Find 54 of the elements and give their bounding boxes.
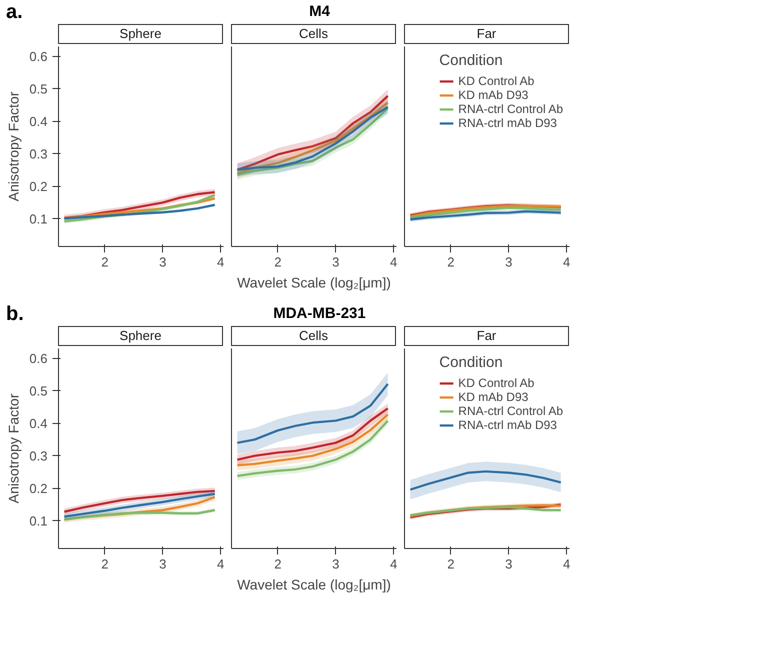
text: MDA-MB-231 [273,304,366,324]
legend-label: RNA-ctrl mAb D93 [458,116,557,130]
legend-title: Condition [439,52,504,69]
x-tick-label: 4 [562,556,570,572]
x-axis-title: Wavelet Scale (log₂[μm]) [237,274,391,290]
text: M4 [309,2,330,22]
chart-title: Sphere [120,25,162,43]
x-tick-label: 3 [159,254,166,270]
chart-title: Far [476,25,496,43]
y-tick-label: 0.1 [29,513,48,528]
y-axis-title: Anisotropy Factor [5,91,22,202]
chart-title: Far [476,327,496,345]
chart-title: Sphere [120,327,162,345]
x-tick-label: 2 [274,556,282,572]
x-tick-label: 2 [447,556,454,572]
x-tick-label: 4 [390,556,398,572]
y-tick-label: 0.2 [29,178,48,194]
text: b. [6,302,24,326]
chart-title: Cells [299,327,328,345]
x-tick-label: 2 [101,254,108,270]
y-tick-label: 0.3 [29,448,48,464]
y-tick-label: 0.2 [29,480,48,496]
x-tick-label: 3 [332,556,340,572]
x-tick-label: 4 [216,556,224,572]
y-tick-label: 0.5 [29,81,48,96]
x-tick-label: 4 [390,254,398,270]
y-axis-title: Anisotropy Factor [5,393,22,504]
x-tick-label: 4 [562,254,570,270]
legend-label: RNA-ctrl Control Ab [458,102,563,116]
x-tick-label: 3 [505,556,512,572]
x-axis-title: Wavelet Scale (log₂[μm]) [237,576,391,592]
legend-title: Condition [439,354,504,371]
x-tick-label: 3 [159,556,166,572]
y-tick-label: 0.5 [29,383,48,398]
y-tick-label: 0.3 [29,146,48,162]
y-tick-label: 0.4 [29,416,48,431]
legend-label: KD Control Ab [458,74,534,88]
y-tick-label: 0.4 [29,114,48,129]
y-tick-label: 0.1 [29,211,48,226]
x-tick-label: 2 [274,254,282,270]
x-tick-label: 3 [505,254,512,270]
text: a. [6,0,23,24]
x-tick-label: 2 [101,556,108,572]
legend-label: RNA-ctrl Control Ab [458,404,563,418]
chart-title: Cells [299,25,328,43]
x-tick-label: 2 [447,254,454,270]
x-tick-label: 4 [216,254,224,270]
legend-label: RNA-ctrl mAb D93 [458,418,557,432]
legend-label: KD mAb D93 [458,390,528,404]
y-tick-label: 0.6 [29,350,48,366]
x-tick-label: 3 [332,254,340,270]
legend-label: KD Control Ab [458,376,534,390]
y-tick-label: 0.6 [29,48,48,64]
legend-label: KD mAb D93 [458,88,528,102]
